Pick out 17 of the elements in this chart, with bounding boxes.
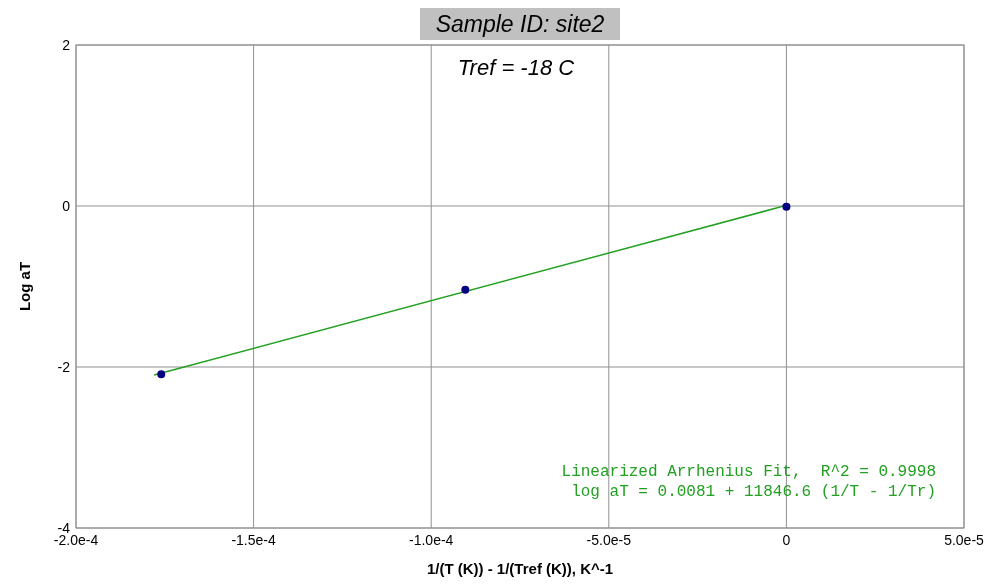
point [782, 202, 791, 211]
x-tick-label: -5.0e-5 [586, 532, 632, 548]
x-tick-label: 0 [782, 532, 791, 548]
y-tick-label: 0 [62, 198, 71, 214]
point [157, 370, 166, 379]
chart-title: Sample ID: site2 [435, 11, 605, 37]
text: Tref = -18 C [457, 55, 575, 80]
y-tick-label: -2 [57, 359, 71, 375]
annotation: log aT = 0.0081 + 11846.6 (1/T - 1/Tr) [571, 483, 936, 501]
y-tick-label: 2 [62, 37, 71, 53]
x-axis-title: 1/(T (K)) - 1/(Tref (K)), K^-1 [426, 560, 614, 577]
point [461, 285, 470, 294]
x-tick-label: -1.5e-4 [231, 532, 276, 548]
annotation: Linearized Arrhenius Fit, R^2 = 0.9998 [561, 463, 936, 481]
x-tick-label: -1.0e-4 [409, 532, 454, 548]
y-axis-title: Log aT [16, 261, 33, 312]
x-tick-label: 5.0e-5 [944, 532, 985, 548]
